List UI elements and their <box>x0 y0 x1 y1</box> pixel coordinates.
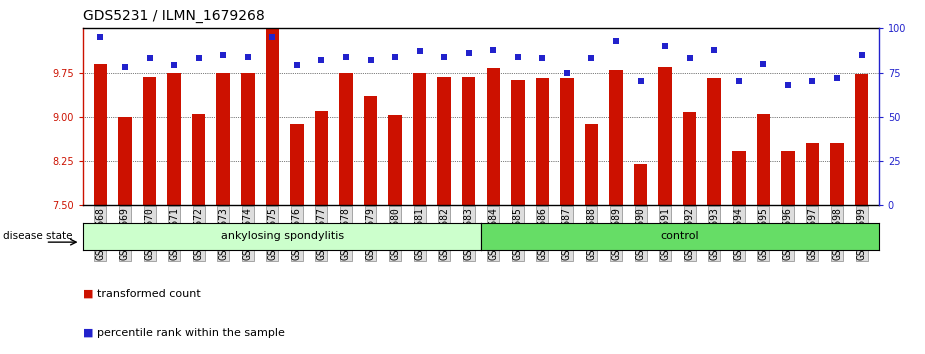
Point <box>486 47 500 52</box>
Bar <box>708 79 721 205</box>
Bar <box>314 111 328 205</box>
Point <box>683 56 697 61</box>
Bar <box>191 114 205 205</box>
Bar <box>757 114 771 205</box>
Bar <box>364 96 377 205</box>
Point <box>658 43 672 49</box>
Bar <box>265 28 279 205</box>
Point <box>535 56 549 61</box>
Bar <box>216 73 230 205</box>
Bar <box>610 70 623 205</box>
Point <box>805 79 820 84</box>
Point <box>511 54 525 59</box>
Bar <box>512 80 524 205</box>
Point <box>240 54 255 59</box>
Point <box>462 50 476 56</box>
Bar <box>413 73 426 205</box>
Bar <box>339 73 352 205</box>
Bar <box>806 143 820 205</box>
Text: disease state: disease state <box>3 231 72 241</box>
Point <box>781 82 796 88</box>
Point <box>314 57 328 63</box>
Bar <box>855 74 869 205</box>
Point <box>609 38 623 44</box>
Text: transformed count: transformed count <box>97 289 201 299</box>
Point <box>732 79 746 84</box>
Point <box>634 79 648 84</box>
Point <box>560 70 574 75</box>
Bar <box>167 73 181 205</box>
Point <box>388 54 402 59</box>
Bar <box>241 73 254 205</box>
Bar <box>536 79 549 205</box>
Bar <box>118 117 131 205</box>
Bar <box>781 151 795 205</box>
Point <box>191 56 206 61</box>
Bar <box>732 151 746 205</box>
Point <box>216 52 230 58</box>
Point <box>117 64 132 70</box>
Text: ■: ■ <box>83 289 93 299</box>
Point <box>584 56 598 61</box>
Point <box>290 63 304 68</box>
Text: GDS5231 / ILMN_1679268: GDS5231 / ILMN_1679268 <box>83 9 265 23</box>
Point <box>854 52 869 58</box>
Text: percentile rank within the sample: percentile rank within the sample <box>97 328 285 338</box>
Text: control: control <box>660 231 699 241</box>
Bar <box>290 124 303 205</box>
Text: ankylosing spondylitis: ankylosing spondylitis <box>220 231 344 241</box>
Bar <box>142 77 156 205</box>
Bar <box>683 112 697 205</box>
Bar <box>831 143 844 205</box>
Point <box>339 54 353 59</box>
Point <box>707 47 722 52</box>
Bar <box>462 77 475 205</box>
Bar <box>659 67 672 205</box>
Point <box>413 48 427 54</box>
Bar <box>388 115 401 205</box>
Text: ■: ■ <box>83 328 93 338</box>
Point <box>142 56 157 61</box>
Bar <box>487 68 500 205</box>
Point <box>364 57 378 63</box>
Point <box>166 63 181 68</box>
Point <box>93 34 108 40</box>
Bar <box>634 164 647 205</box>
Point <box>756 61 771 67</box>
Bar <box>585 124 598 205</box>
Point <box>437 54 451 59</box>
Bar <box>93 64 107 205</box>
Bar <box>438 77 450 205</box>
Bar <box>561 79 574 205</box>
Point <box>265 34 279 40</box>
Point <box>830 75 845 81</box>
